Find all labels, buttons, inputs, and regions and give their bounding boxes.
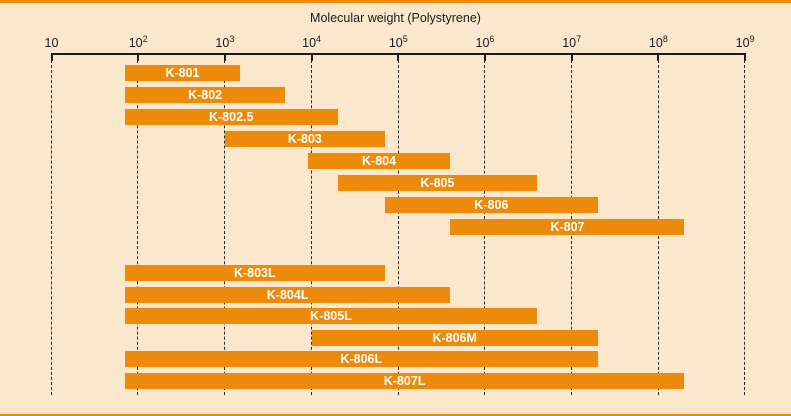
gridline [137,60,139,395]
bar-label: K-804 [362,154,397,168]
bar-label: K-802.5 [208,110,254,124]
bar-label: K-803 [287,132,322,146]
x-tick-label: 104 [302,33,322,50]
bar-label: K-801 [165,66,200,80]
range-bar-K-807: K-807 [450,219,685,235]
x-tick-label: 107 [562,33,582,50]
bar-label: K-803L [233,266,276,280]
bar-label: K-806M [432,330,477,345]
x-tick-mark [570,55,573,61]
bar-label: K-805 [420,176,455,190]
gridline [224,60,226,395]
range-bar-K-807L: K-807L [124,372,685,389]
gridline [397,60,399,395]
range-bar-K-806: K-806 [384,197,598,213]
gridline [50,60,52,395]
bar-label: K-806L [340,352,383,366]
x-tick-mark [657,55,660,61]
x-tick-mark [137,55,140,61]
range-bar-K-802: K-802 [124,87,286,103]
x-tick-mark [744,55,747,61]
range-bar-K-801: K-801 [124,65,241,81]
range-bar-K-804: K-804 [307,153,451,169]
range-bar-K-803L: K-803L [124,265,385,281]
chart-title: Molecular weight (Polystyrene) [310,11,481,25]
x-tick-label: 102 [128,33,148,50]
bar-label: K-807 [550,220,585,234]
x-axis-line [51,53,746,55]
x-tick-mark [484,55,486,61]
bar-label: K-804L [266,287,309,302]
range-bar-K-805: K-805 [337,175,538,191]
x-tick-label: 106 [475,33,495,50]
bar-label: K-807L [383,373,426,388]
gridline [310,60,312,395]
range-bar-K-802.5: K-802.5 [124,109,338,125]
range-bar-K-803: K-803 [224,131,385,147]
bar-label: K-806 [474,198,509,212]
x-tick-mark [397,55,400,61]
x-tick-mark [50,55,53,61]
range-bar-K-806L: K-806L [124,351,598,367]
x-tick-label: 10 [44,36,59,50]
range-bar-K-804L: K-804L [124,286,451,303]
x-tick-label: 109 [735,33,755,50]
gridline [744,60,746,395]
x-tick-label: 103 [215,33,235,50]
bar-label: K-805L [310,309,352,323]
range-bar-K-806M: K-806M [311,329,598,346]
x-tick-mark [223,55,226,61]
x-tick-label: 108 [648,33,668,50]
x-tick-mark [310,55,313,61]
x-tick-label: 105 [388,33,408,50]
range-bar-K-805L: K-805L [124,308,538,324]
bar-label: K-802 [188,88,223,102]
